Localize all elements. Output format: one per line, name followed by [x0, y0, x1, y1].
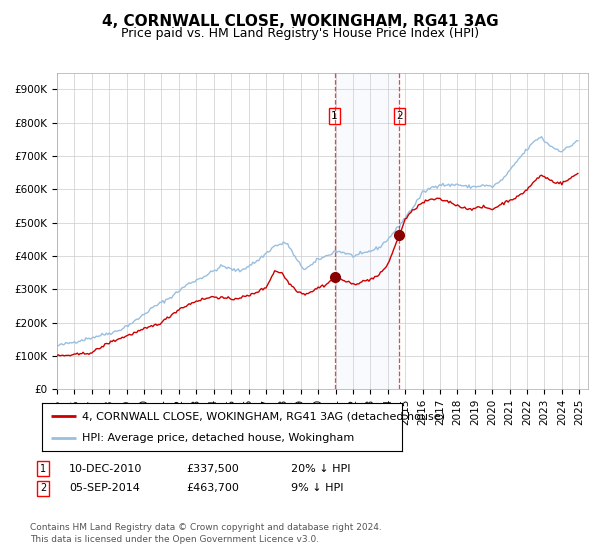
- Text: Price paid vs. HM Land Registry's House Price Index (HPI): Price paid vs. HM Land Registry's House …: [121, 27, 479, 40]
- Bar: [335, 73, 400, 389]
- Text: 20% ↓ HPI: 20% ↓ HPI: [291, 464, 350, 474]
- Text: HPI: Average price, detached house, Wokingham: HPI: Average price, detached house, Woki…: [82, 433, 354, 443]
- Text: 4, CORNWALL CLOSE, WOKINGHAM, RG41 3AG: 4, CORNWALL CLOSE, WOKINGHAM, RG41 3AG: [101, 14, 499, 29]
- Text: 10-DEC-2010: 10-DEC-2010: [69, 464, 142, 474]
- Text: 4, CORNWALL CLOSE, WOKINGHAM, RG41 3AG (detached house): 4, CORNWALL CLOSE, WOKINGHAM, RG41 3AG (…: [82, 411, 445, 421]
- Text: 2: 2: [396, 111, 403, 121]
- Text: 1: 1: [40, 464, 46, 474]
- Text: 9% ↓ HPI: 9% ↓ HPI: [291, 483, 343, 493]
- Text: 05-SEP-2014: 05-SEP-2014: [69, 483, 140, 493]
- Text: 2: 2: [40, 483, 46, 493]
- Text: £463,700: £463,700: [186, 483, 239, 493]
- Text: £337,500: £337,500: [186, 464, 239, 474]
- Text: Contains HM Land Registry data © Crown copyright and database right 2024.
This d: Contains HM Land Registry data © Crown c…: [30, 522, 382, 544]
- Text: 1: 1: [331, 111, 338, 121]
